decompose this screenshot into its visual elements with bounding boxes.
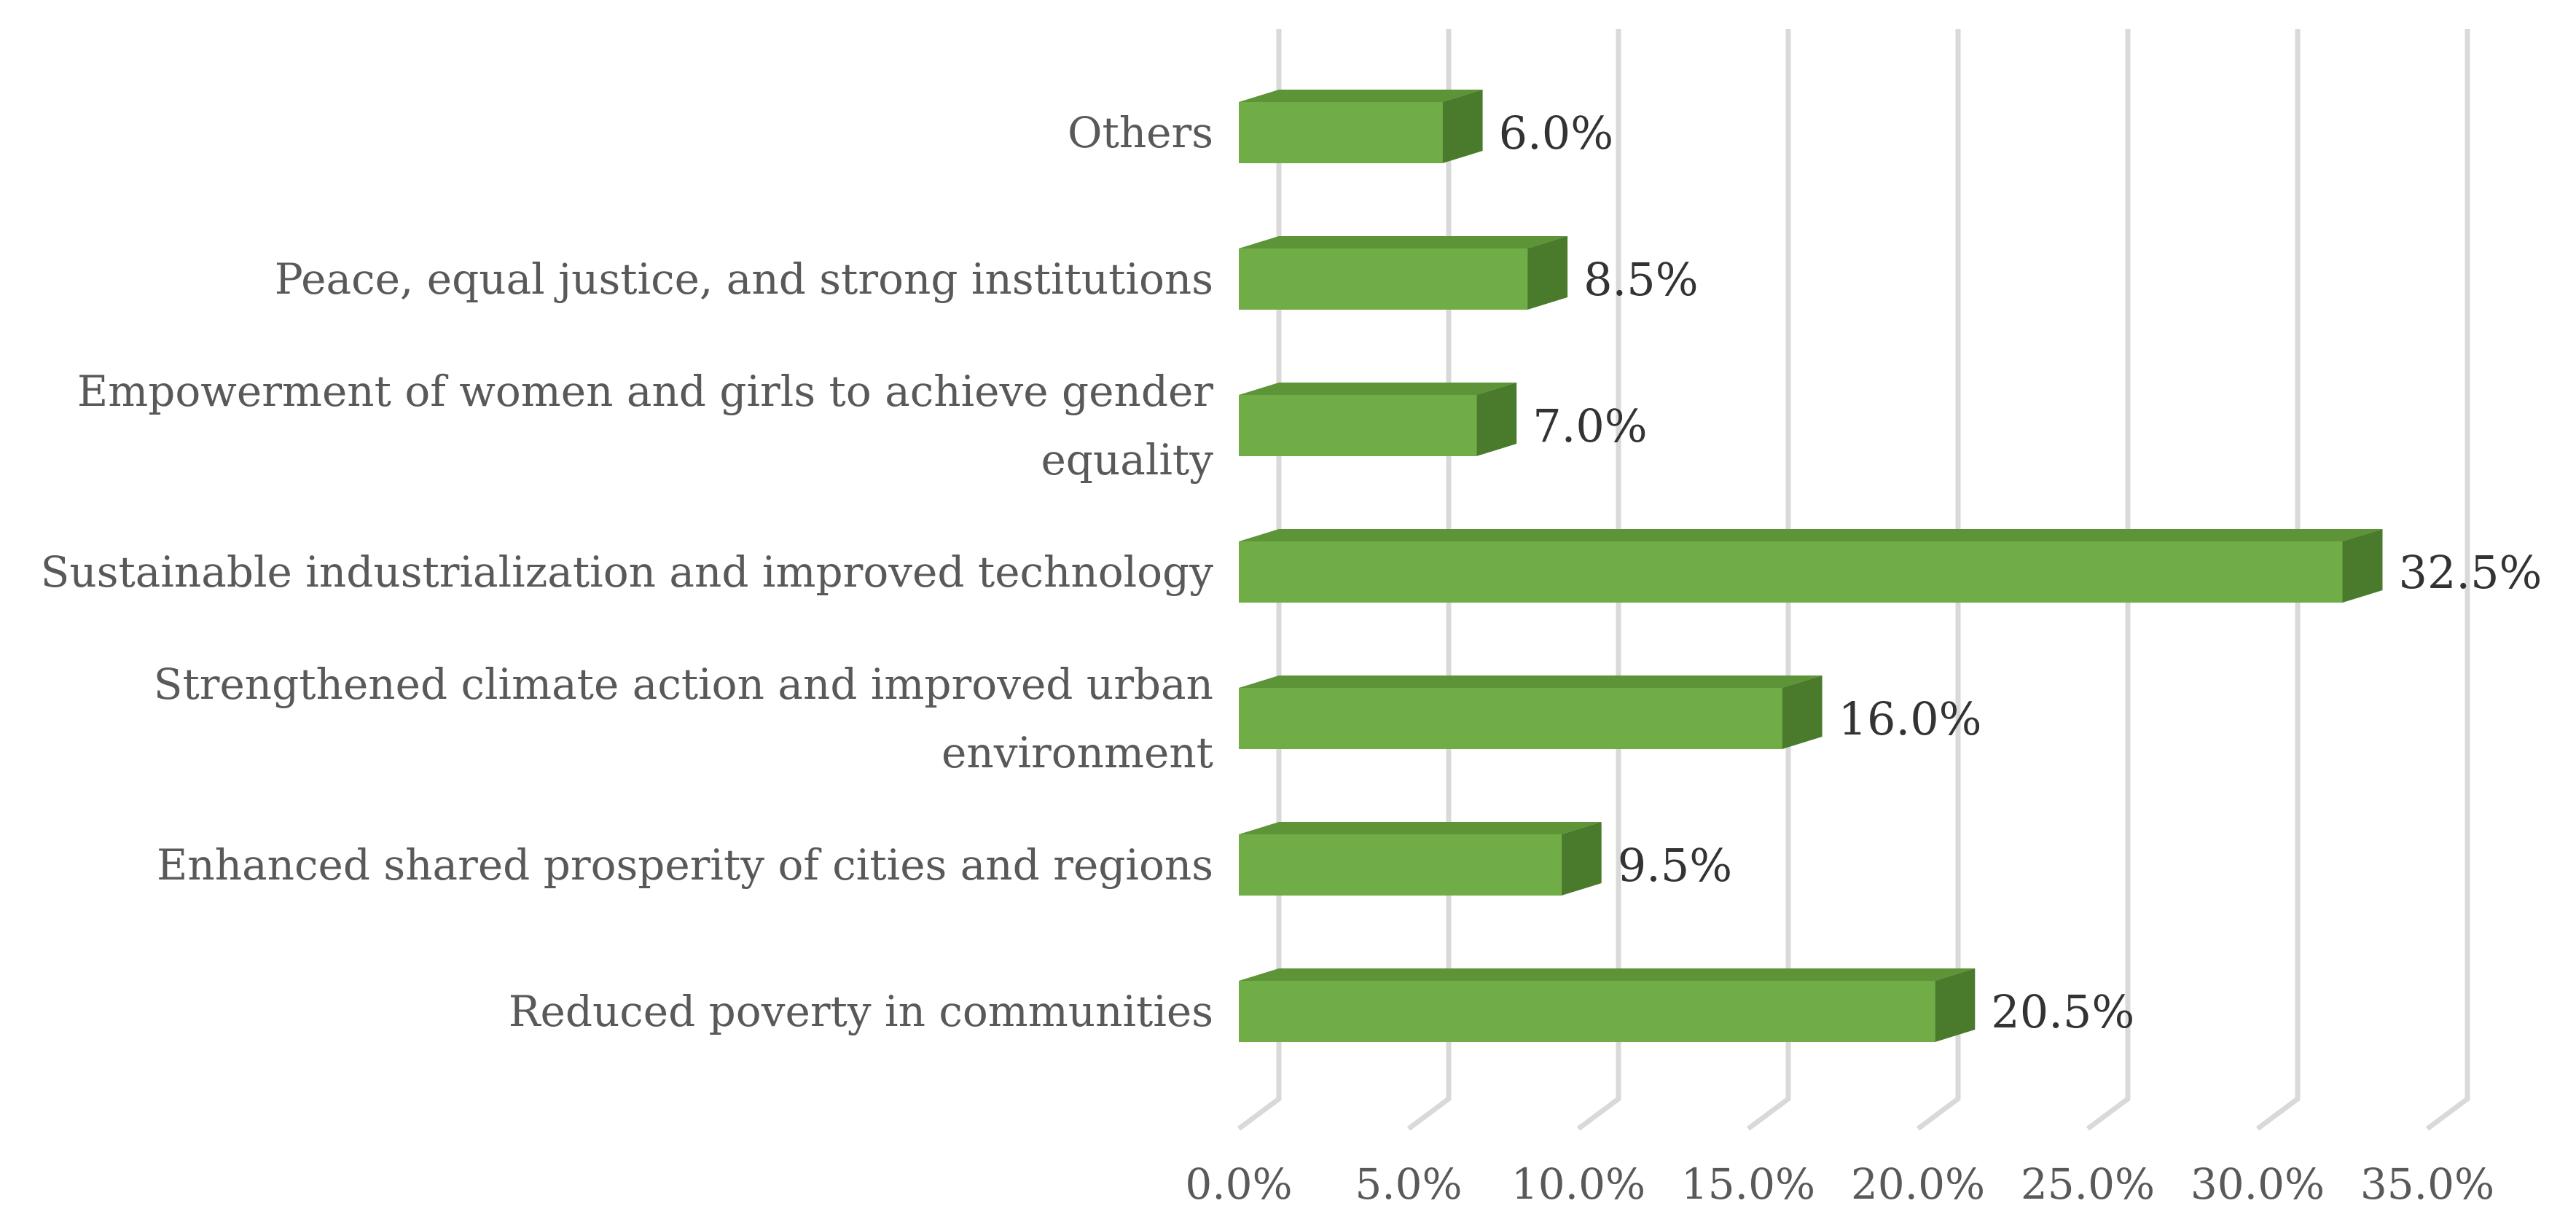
data-label: 32.5% bbox=[2399, 546, 2542, 599]
x-tick-label: 15.0% bbox=[1681, 1159, 1815, 1209]
bar-side-face bbox=[1476, 383, 1517, 456]
bar-top-face bbox=[1239, 236, 1568, 248]
x-tick-label: 30.0% bbox=[2191, 1159, 2325, 1209]
data-label: 8.5% bbox=[1583, 253, 1699, 306]
bar bbox=[1239, 822, 1602, 896]
x-tick-label: 5.0% bbox=[1355, 1159, 1462, 1209]
bar-top-face bbox=[1239, 968, 1976, 981]
bar-front-face bbox=[1239, 541, 2343, 603]
data-labels: 6.0% 8.5% 7.0% 32.5% 16.0% 9.5% 20.5% bbox=[1499, 106, 2542, 1038]
category-label-line: Others bbox=[1068, 108, 1213, 157]
bar-side-face bbox=[1561, 822, 1602, 896]
gridline bbox=[1576, 29, 1621, 1131]
bar-front-face bbox=[1239, 102, 1443, 163]
category-label: Sustainable industrialization and improv… bbox=[41, 547, 1214, 597]
bar bbox=[1239, 383, 1517, 456]
x-tick-label: 35.0% bbox=[2360, 1159, 2494, 1209]
x-tick-label: 0.0% bbox=[1185, 1159, 1292, 1209]
category-label: Reduced poverty in communities bbox=[509, 987, 1213, 1036]
gridline bbox=[1916, 29, 1961, 1131]
bars bbox=[1239, 90, 2383, 1042]
data-label: 7.0% bbox=[1532, 399, 1648, 453]
category-label-line: Empowerment of women and girls to achiev… bbox=[77, 367, 1213, 416]
x-tick-label: 10.0% bbox=[1511, 1159, 1645, 1209]
bar-front-face bbox=[1239, 688, 1782, 749]
bar-top-face bbox=[1239, 675, 1823, 688]
bar-side-face bbox=[2342, 529, 2383, 603]
bar-side-face bbox=[1527, 236, 1568, 310]
gridline bbox=[2086, 29, 2131, 1131]
bar bbox=[1239, 675, 1823, 749]
bar-front-face bbox=[1239, 834, 1562, 896]
category-label-line: Reduced poverty in communities bbox=[509, 987, 1213, 1036]
gridline bbox=[2425, 29, 2470, 1131]
bar-top-face bbox=[1239, 822, 1602, 834]
bar-front-face bbox=[1239, 981, 1935, 1042]
category-label: Strengthened climate action and improved… bbox=[154, 659, 1213, 778]
x-tick-label: 25.0% bbox=[2021, 1159, 2155, 1209]
category-label-line: Enhanced shared prosperity of cities and… bbox=[157, 840, 1213, 890]
category-labels: Others Peace, equal justice, and strong i… bbox=[41, 108, 1214, 1036]
bar-side-face bbox=[1442, 90, 1483, 163]
data-label: 9.5% bbox=[1618, 839, 1733, 892]
bar-top-face bbox=[1239, 529, 2383, 541]
category-label-line: environment bbox=[941, 728, 1213, 778]
data-label: 6.0% bbox=[1499, 106, 1614, 160]
category-label-line: Strengthened climate action and improved… bbox=[154, 659, 1213, 709]
data-label: 16.0% bbox=[1839, 692, 1982, 745]
bar-side-face bbox=[1782, 675, 1823, 749]
category-label: Empowerment of women and girls to achiev… bbox=[77, 367, 1213, 485]
bar-side-face bbox=[1935, 968, 1976, 1042]
category-label-line: Sustainable industrialization and improv… bbox=[41, 547, 1214, 597]
gridline bbox=[2255, 29, 2301, 1131]
bar bbox=[1239, 968, 1976, 1042]
data-label: 20.5% bbox=[1991, 985, 2134, 1038]
bar-top-face bbox=[1239, 90, 1483, 102]
bar bbox=[1239, 529, 2383, 603]
category-label: Others bbox=[1068, 108, 1213, 157]
bar-front-face bbox=[1239, 395, 1477, 456]
category-label-line: Peace, equal justice, and strong institu… bbox=[275, 254, 1213, 304]
bar bbox=[1239, 90, 1483, 163]
x-axis-tick-labels: 0.0% 5.0% 10.0% 15.0% 20.0% 25.0% 30.0% 35.0% bbox=[1185, 1159, 2494, 1209]
category-label-line: equality bbox=[1041, 435, 1213, 485]
bar-top-face bbox=[1239, 383, 1517, 395]
gridlines bbox=[1237, 29, 2470, 1131]
x-tick-label: 20.0% bbox=[1851, 1159, 1985, 1209]
category-label: Peace, equal justice, and strong institu… bbox=[275, 254, 1213, 304]
gridline bbox=[1746, 29, 1791, 1131]
bar bbox=[1239, 236, 1568, 310]
category-label: Enhanced shared prosperity of cities and… bbox=[157, 840, 1213, 890]
bar-front-face bbox=[1239, 248, 1528, 310]
